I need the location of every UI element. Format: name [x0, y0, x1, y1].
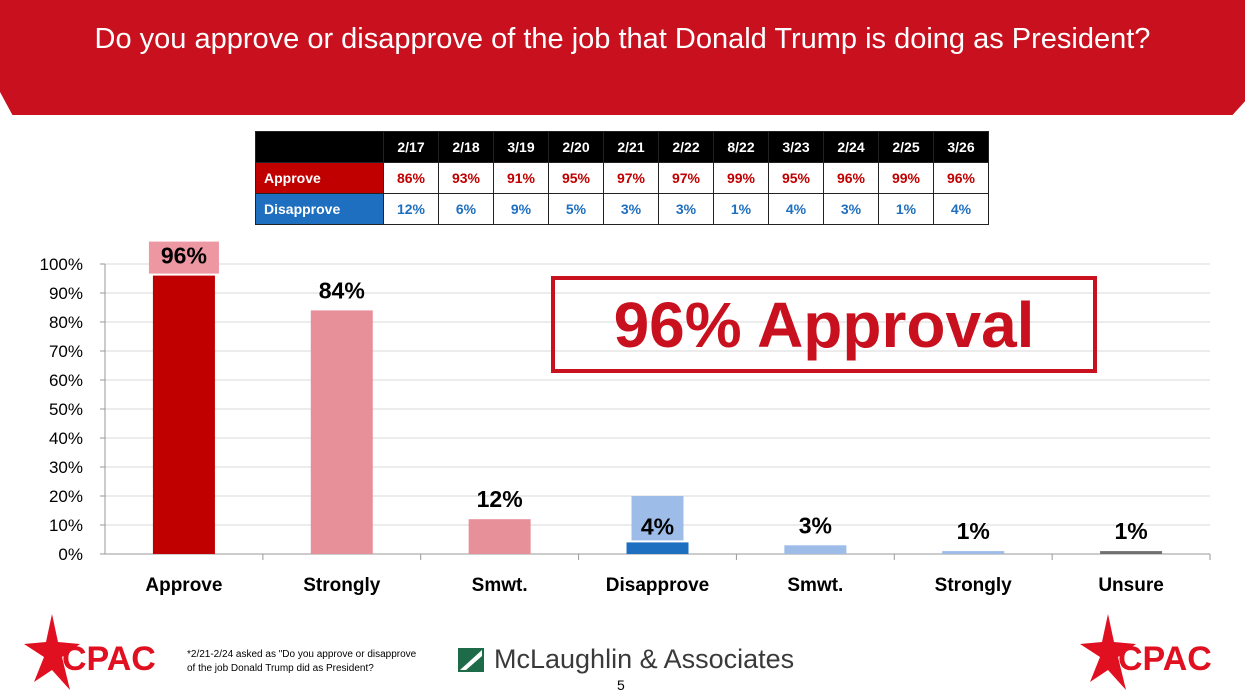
date-header: 2/17 — [383, 131, 439, 163]
table-row: Approve 86% 93% 91% 95% 97% 97% 99% 95% 96% 99% 96% — [255, 162, 989, 194]
y-tick-label: 20% — [49, 487, 83, 506]
table-cell: 99% — [713, 162, 769, 194]
x-category-label: Disapprove — [606, 575, 709, 596]
bar — [1100, 551, 1163, 554]
date-header: 3/19 — [493, 131, 549, 163]
y-tick-label: 50% — [49, 400, 83, 419]
firm-name: McLaughlin & Associates — [494, 644, 795, 674]
y-tick-label: 60% — [49, 371, 83, 390]
table-cell: 1% — [878, 193, 934, 225]
table-cell: 99% — [878, 162, 934, 194]
x-category-label: Strongly — [935, 575, 1012, 596]
svg-text:CPAC: CPAC — [1118, 640, 1212, 678]
label-highlight — [148, 241, 219, 274]
table-cell: 3% — [658, 193, 714, 225]
y-tick-label: 70% — [49, 342, 83, 361]
table-cell: 6% — [438, 193, 494, 225]
row-label: Disapprove — [255, 193, 384, 225]
table-cell: 9% — [493, 193, 549, 225]
y-tick-label: 0% — [58, 545, 83, 564]
date-header: 2/24 — [823, 131, 879, 163]
cpac-logo-left: CPAC — [24, 614, 156, 690]
data-label: 4% — [641, 513, 674, 539]
date-header: 3/23 — [768, 131, 824, 163]
table-cell: 3% — [823, 193, 879, 225]
y-tick-label: 40% — [49, 429, 83, 448]
date-header: 2/25 — [878, 131, 934, 163]
table-cell: 86% — [383, 162, 439, 194]
firm-logo-icon — [458, 647, 484, 672]
bar — [152, 275, 215, 554]
data-label: 3% — [799, 512, 832, 538]
table-cell: 3% — [603, 193, 659, 225]
data-label: 96% — [161, 243, 207, 269]
y-tick-label: 10% — [49, 516, 83, 535]
page-title: Do you approve or disapprove of the job … — [94, 23, 1151, 55]
table-cell: 95% — [548, 162, 604, 194]
table-cell: 5% — [548, 193, 604, 225]
x-category-label: Strongly — [303, 575, 380, 596]
table-cell: 93% — [438, 162, 494, 194]
bar — [626, 542, 689, 554]
date-header: 3/26 — [933, 131, 989, 163]
svg-text:CPAC: CPAC — [62, 640, 156, 678]
table-cell: 95% — [768, 162, 824, 194]
x-category-label: Unsure — [1098, 575, 1163, 596]
y-tick-label: 80% — [49, 313, 83, 332]
y-tick-label: 30% — [49, 458, 83, 477]
approval-callout: 96% Approval — [551, 276, 1097, 373]
table-cell: 96% — [933, 162, 989, 194]
page-number: 5 — [617, 677, 625, 693]
label-highlight — [631, 496, 684, 541]
x-category-label: Smwt. — [472, 575, 528, 596]
table-cell: 97% — [658, 162, 714, 194]
date-header: 8/22 — [713, 131, 769, 163]
data-label: 84% — [319, 277, 365, 303]
date-header: 2/21 — [603, 131, 659, 163]
row-label: Approve — [255, 162, 384, 194]
bar — [784, 545, 847, 554]
table-cell: 1% — [713, 193, 769, 225]
date-header: 2/22 — [658, 131, 714, 163]
x-category-label: Approve — [145, 575, 222, 596]
bar — [310, 310, 373, 554]
data-label: 1% — [1114, 518, 1147, 544]
bar — [942, 551, 1005, 554]
bar — [468, 519, 531, 554]
cpac-logo-right: CPAC — [1080, 614, 1212, 690]
y-tick-label: 100% — [40, 255, 83, 274]
data-label: 1% — [957, 518, 990, 544]
table-header-row: 2/17 2/18 3/19 2/20 2/21 2/22 8/22 3/23 2/24 2/25… — [255, 131, 989, 163]
x-category-label: Smwt. — [787, 575, 843, 596]
table-cell: 97% — [603, 162, 659, 194]
footnote: *2/21-2/24 asked as "Do you approve or d… — [187, 649, 417, 674]
table-row: Disapprove 12% 6% 9% 5% 3% 3% 1% 4% 3% 1% 4% — [255, 193, 989, 225]
data-label: 12% — [477, 486, 523, 512]
firm-logo: McLaughlin & Associates — [458, 644, 794, 675]
y-tick-label: 90% — [49, 284, 83, 303]
table-cell: 12% — [383, 193, 439, 225]
date-header: 2/20 — [548, 131, 604, 163]
date-header: 2/18 — [438, 131, 494, 163]
table-cell: 4% — [768, 193, 824, 225]
table-cell: 91% — [493, 162, 549, 194]
table-cell: 96% — [823, 162, 879, 194]
bar-chart: 0% 10% 20% 30% 40% 50% 60% 70% 80% 90% 100% 96% Appr… — [40, 241, 1211, 596]
table-cell: 4% — [933, 193, 989, 225]
title-banner — [0, 0, 1245, 115]
trend-table: 2/17 2/18 3/19 2/20 2/21 2/22 8/22 3/23 2/24 2/25… — [255, 131, 989, 225]
